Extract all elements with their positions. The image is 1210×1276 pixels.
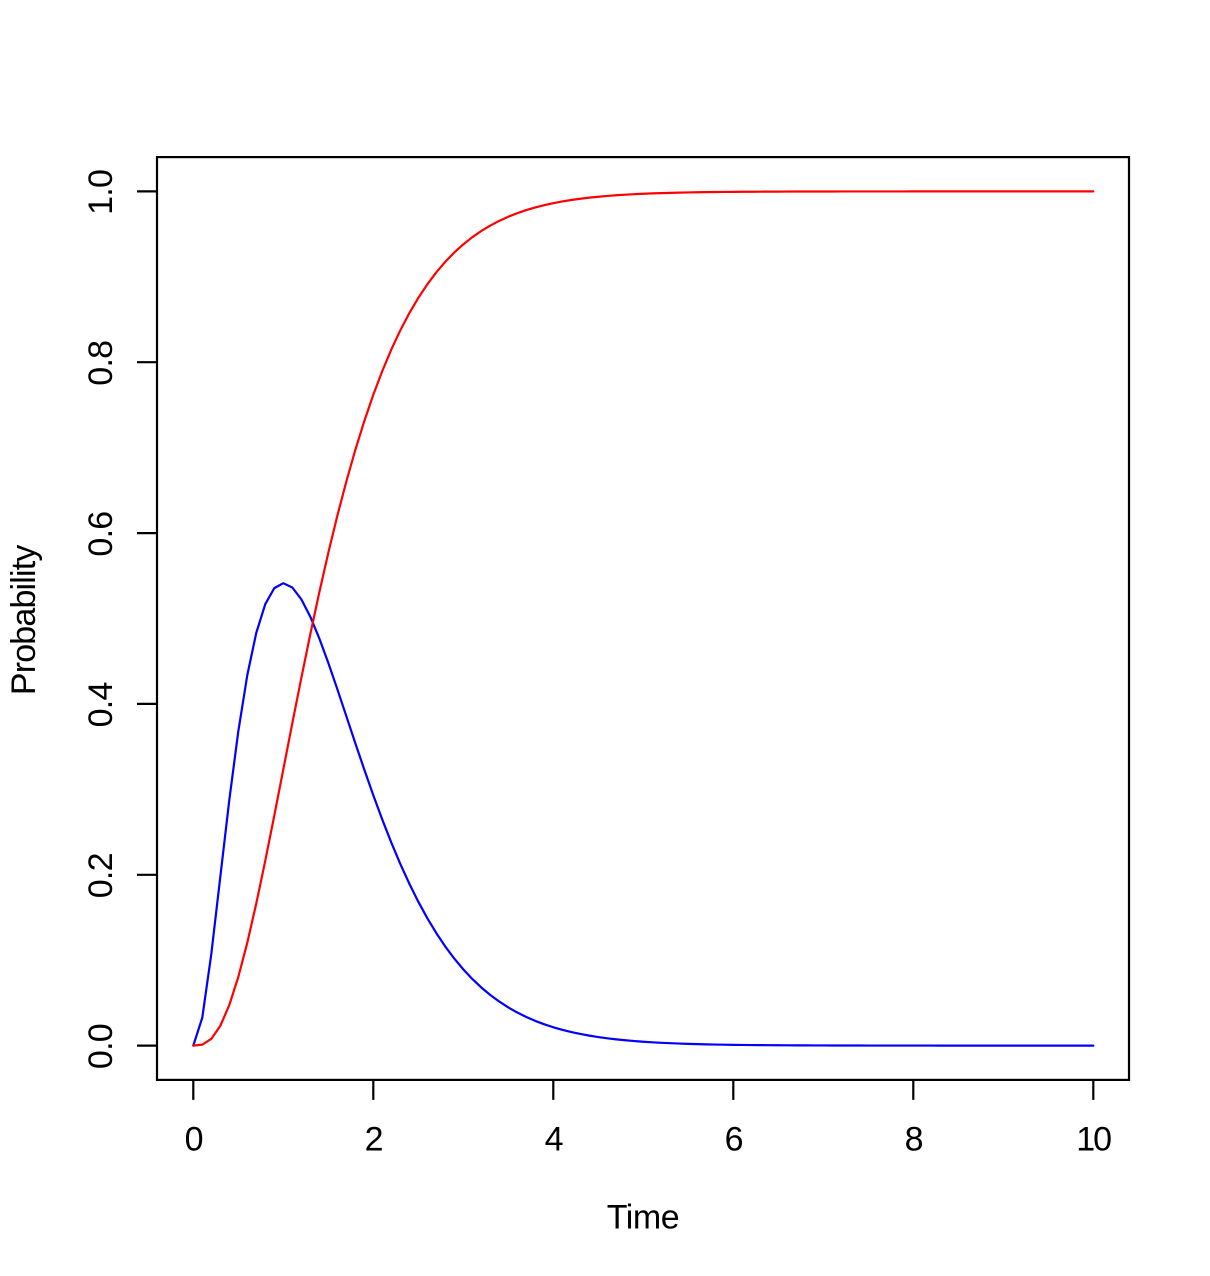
svg-text:4: 4	[545, 1121, 564, 1159]
svg-text:1.0: 1.0	[82, 169, 120, 215]
svg-text:0.0: 0.0	[82, 1023, 120, 1069]
svg-text:Time: Time	[607, 1198, 680, 1236]
svg-text:6: 6	[725, 1121, 744, 1159]
svg-text:0.4: 0.4	[82, 682, 120, 728]
svg-text:0.6: 0.6	[82, 511, 120, 557]
svg-text:Probability: Probability	[5, 545, 43, 696]
svg-text:0.8: 0.8	[82, 340, 120, 386]
svg-text:0: 0	[185, 1121, 204, 1159]
svg-text:0.2: 0.2	[82, 853, 120, 899]
svg-text:10: 10	[1076, 1121, 1112, 1159]
svg-text:8: 8	[905, 1121, 924, 1159]
svg-text:2: 2	[365, 1121, 384, 1159]
